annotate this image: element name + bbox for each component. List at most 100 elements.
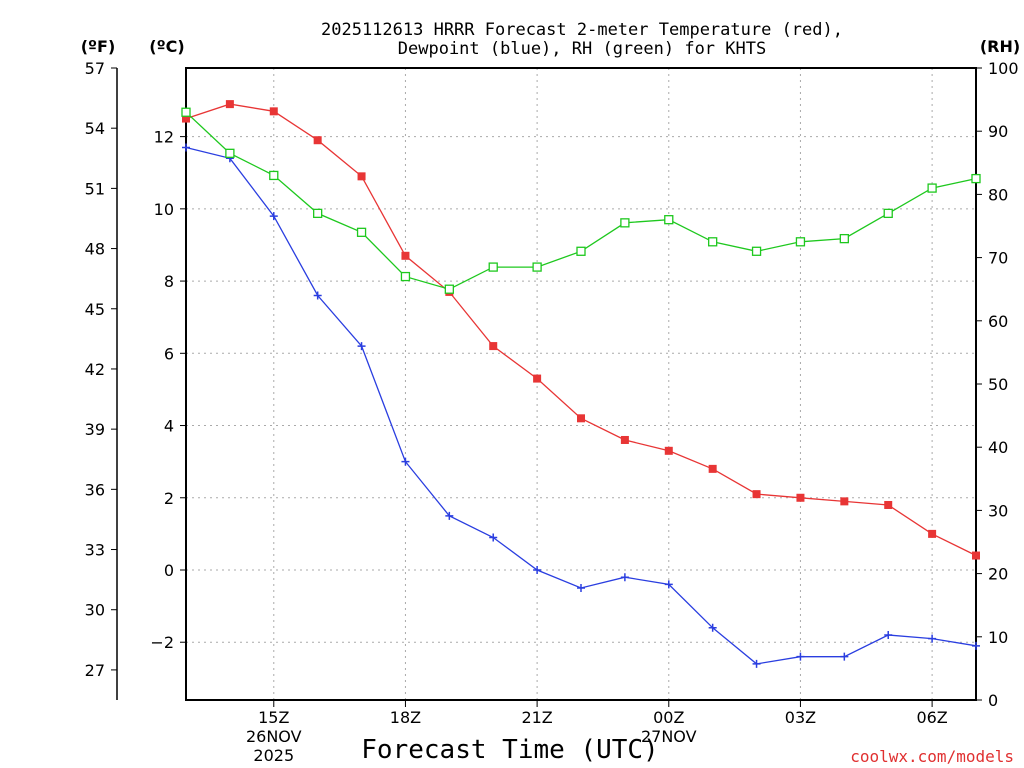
- temperature-point-8: [533, 374, 542, 383]
- x-tick-label-3: 00Z: [653, 708, 684, 727]
- x-axis-label: Forecast Time (UTC): [361, 735, 658, 765]
- temperature-point-11: [664, 446, 673, 455]
- dewpoint-point-14: [796, 652, 805, 661]
- fahrenheit-unit-label: (ºF): [81, 37, 116, 56]
- fahrenheit-tick-label-1: 30: [85, 601, 105, 620]
- rh-unit-label: (RH): [980, 37, 1020, 56]
- axes: [111, 67, 982, 707]
- dewpoint-point-2: [269, 212, 278, 221]
- series-layer: [181, 100, 981, 668]
- tick-labels: 27 30 33 36 39 42 45 48 51 54 57 −2 0 2 4 6 8 10 12 0 10 20 30…: [85, 59, 1019, 765]
- rh-point-0: [181, 107, 191, 117]
- fahrenheit-tick-label-8: 51: [85, 179, 105, 198]
- temperature-point-3: [313, 136, 322, 145]
- temperature-point-12: [708, 464, 717, 473]
- rh-tick-label-7: 70: [988, 249, 1008, 268]
- temperature-point-16: [884, 500, 893, 509]
- rh-tick-label-10: 100: [988, 59, 1019, 78]
- dewpoint-point-10: [620, 573, 629, 582]
- celsius-tick-label-6: 10: [154, 200, 174, 219]
- rh-point-1: [225, 148, 235, 158]
- dewpoint-point-12: [708, 623, 717, 632]
- dewpoint-point-13: [752, 659, 761, 668]
- celsius-tick-label-4: 6: [164, 344, 174, 363]
- temperature-point-0: [182, 114, 190, 123]
- dewpoint-point-18: [972, 641, 980, 650]
- celsius-tick-label-1: 0: [164, 561, 174, 580]
- temperature-point-7: [489, 342, 498, 351]
- fahrenheit-tick-label-4: 39: [85, 420, 105, 439]
- temperature-point-4: [357, 172, 366, 181]
- rh-point-15: [839, 233, 849, 244]
- temperature-point-10: [620, 435, 629, 444]
- rh-point-16: [883, 208, 893, 219]
- rh-line: [185, 111, 977, 290]
- dewpoint-point-15: [840, 652, 849, 661]
- rh-tick-label-8: 80: [988, 185, 1008, 204]
- fahrenheit-tick-label-2: 33: [85, 541, 105, 560]
- celsius-tick-label-3: 4: [164, 417, 174, 436]
- dewpoint-point-4: [357, 342, 366, 351]
- celsius-tick-label-7: 12: [154, 128, 174, 147]
- dewpoint-point-3: [313, 291, 322, 300]
- x-tick-date-0: 26NOV: [246, 727, 302, 746]
- rh-point-2: [269, 170, 279, 181]
- rh-tick-label-1: 10: [988, 628, 1008, 647]
- rh-tick-label-5: 50: [988, 375, 1008, 394]
- dewpoint-point-16: [884, 630, 893, 639]
- temperature-line: [185, 103, 977, 557]
- fahrenheit-tick-label-7: 48: [85, 240, 105, 259]
- temperature-point-13: [752, 490, 761, 499]
- chart-title-line1: 2025112613 HRRR Forecast 2-meter Tempera…: [321, 20, 843, 40]
- rh-point-17: [927, 183, 937, 193]
- rh-point-5: [400, 271, 411, 282]
- dewpoint-point-5: [401, 457, 410, 466]
- chart-title-line2: Dewpoint (blue), RH (green) for KHTS: [398, 39, 766, 59]
- dewpoint-point-17: [928, 634, 937, 643]
- rh-tick-label-2: 20: [988, 565, 1008, 584]
- rh-tick-label-4: 40: [988, 438, 1008, 457]
- celsius-unit-label: (ºC): [149, 37, 184, 56]
- fahrenheit-tick-label-3: 36: [85, 480, 105, 499]
- grid-lines: [186, 68, 976, 700]
- temperature-point-2: [269, 107, 278, 116]
- rh-point-12: [708, 237, 718, 247]
- x-tick-label-1: 18Z: [390, 708, 421, 727]
- x-tick-label-0: 15Z: [258, 708, 289, 727]
- temperature-point-17: [928, 529, 937, 538]
- rh-point-3: [313, 208, 323, 219]
- x-tick-label-4: 03Z: [785, 708, 816, 727]
- rh-point-10: [620, 218, 630, 228]
- x-tick-label-2: 21Z: [521, 708, 552, 727]
- rh-point-4: [356, 227, 367, 237]
- dewpoint-point-9: [577, 584, 585, 593]
- rh-point-6: [444, 284, 454, 294]
- dewpoint-point-6: [445, 511, 454, 520]
- fahrenheit-tick-label-6: 45: [85, 300, 105, 319]
- fahrenheit-tick-label-0: 27: [85, 661, 105, 680]
- temperature-point-1: [225, 100, 234, 109]
- x-tick-label-5: 06Z: [916, 708, 947, 727]
- fahrenheit-tick-label-5: 42: [85, 360, 105, 379]
- celsius-tick-label-5: 8: [164, 272, 174, 291]
- temperature-point-14: [796, 493, 805, 502]
- x-tick-date-3: 27NOV: [641, 727, 697, 746]
- rh-point-14: [795, 237, 806, 247]
- rh-tick-label-6: 60: [988, 312, 1008, 331]
- rh-tick-label-0: 0: [988, 691, 998, 710]
- temperature-point-9: [577, 414, 585, 423]
- plot-frame: [185, 67, 977, 701]
- x-tick-year-0: 2025: [253, 746, 294, 765]
- dewpoint-point-0: [182, 143, 190, 152]
- celsius-tick-label-2: 2: [164, 489, 174, 508]
- rh-tick-label-9: 90: [988, 122, 1008, 141]
- rh-point-8: [532, 262, 542, 272]
- celsius-tick-label-0: −2: [150, 633, 174, 652]
- dewpoint-point-11: [664, 580, 673, 589]
- rh-point-7: [488, 262, 498, 272]
- fahrenheit-tick-label-10: 57: [85, 59, 105, 78]
- temperature-point-5: [401, 251, 410, 260]
- temperature-point-18: [972, 551, 980, 560]
- dewpoint-point-7: [489, 533, 498, 542]
